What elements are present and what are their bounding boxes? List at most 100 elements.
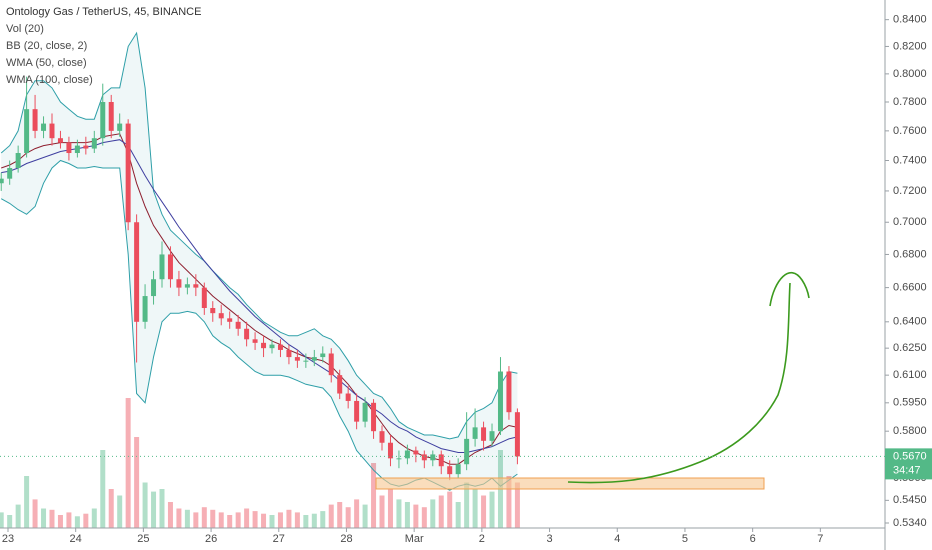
volume-bar [74,516,80,528]
candle-body [354,400,360,422]
volume-bar [362,504,368,528]
y-tick-label: 0.5450 [893,494,927,506]
volume-bar [83,513,89,528]
y-tick-label: 0.7000 [893,216,927,228]
candle-body [430,454,436,461]
x-tick-label: 5 [682,533,688,545]
candle-body [57,138,63,143]
candle-body [66,142,72,154]
candle-body [193,284,199,288]
candle-body [514,412,520,457]
candle-body [184,284,190,288]
candle-body [244,328,250,340]
legend-volume: Vol (20) [6,23,44,35]
y-tick-label: 0.8400 [893,14,927,26]
y-tick-label: 0.5340 [893,517,927,529]
candle-body [74,145,80,154]
candle-body [345,393,351,401]
x-tick-label: 28 [340,533,352,545]
volume-bar [57,515,63,528]
y-tick-label: 0.6100 [893,369,927,381]
candle-body [489,431,495,441]
volume-bar [252,511,258,528]
volume-bar [489,491,495,528]
volume-bar [66,512,72,528]
candle-body [235,321,241,329]
volume-bar [472,489,478,528]
candle-body [337,375,343,394]
volume-bar [506,476,512,528]
candle-body [151,279,157,297]
volume-bar [125,398,131,528]
x-tick-label: 25 [137,533,149,545]
volume-bar [193,512,199,528]
y-tick-label: 0.7400 [893,154,927,166]
x-tick-label: 2 [479,533,485,545]
volume-bar [303,515,309,528]
chart-title: Ontology Gas / TetherUS, 45, BINANCE [6,6,201,18]
volume-bar [184,509,190,528]
candle-body [117,123,123,131]
candle-body [24,109,30,154]
candle-body [210,308,216,314]
candle-body [413,450,419,455]
candle-body [506,371,512,413]
volume-bar [413,504,419,528]
volume-bar [15,504,21,528]
candle-body [320,353,326,358]
candle-body [7,168,13,179]
volume-bar [455,502,461,528]
candle-body [387,442,393,459]
volume-bar [337,502,343,528]
volume-bar [100,450,106,528]
volume-bar [430,499,436,528]
volume-bar [294,512,300,528]
volume-bar [235,512,241,528]
candle-body [134,222,140,322]
y-tick-label: 0.7200 [893,185,927,197]
legend-indicator: WMA (50, close) [6,57,87,69]
volume-bar [32,499,38,528]
candle-body [159,254,165,280]
candle-body [286,349,292,358]
volume-bar [24,476,30,528]
y-tick-label: 0.6400 [893,316,927,328]
volume-bar [159,489,165,528]
candle-body [277,344,283,350]
candle-body [176,279,182,288]
x-tick-label: 4 [614,533,620,545]
candle-body [83,145,89,149]
volume-bar [142,482,148,528]
candle-body [438,454,444,467]
candle-body [497,371,503,432]
candle-body [455,464,461,475]
y-tick-label: 0.8000 [893,68,927,80]
volume-bar [421,507,427,528]
volume-bar [277,512,283,528]
x-tick-label: 3 [546,533,552,545]
volume-bar [244,508,250,528]
volume-bar [210,509,216,528]
candle-body [294,357,300,361]
candle-body [201,287,207,309]
candle-body [32,109,38,131]
x-tick-label: 7 [817,533,823,545]
y-tick-label: 0.6600 [893,282,927,294]
projection-curve [567,282,791,484]
volume-bar [481,495,487,528]
candle-body [421,454,427,461]
candle-body [269,344,275,349]
volume-bar [328,504,334,528]
candle-body [328,353,334,376]
volume-bar [201,507,207,528]
candle-body [167,254,173,280]
x-tick-label: 24 [70,533,82,545]
volume-bar [286,509,292,528]
y-tick-label: 0.7800 [893,96,927,108]
candle-body [481,427,487,441]
y-tick-label: 0.5800 [893,425,927,437]
legend-indicator: WMA (100, close) [6,74,93,86]
x-tick-label: 6 [750,533,756,545]
